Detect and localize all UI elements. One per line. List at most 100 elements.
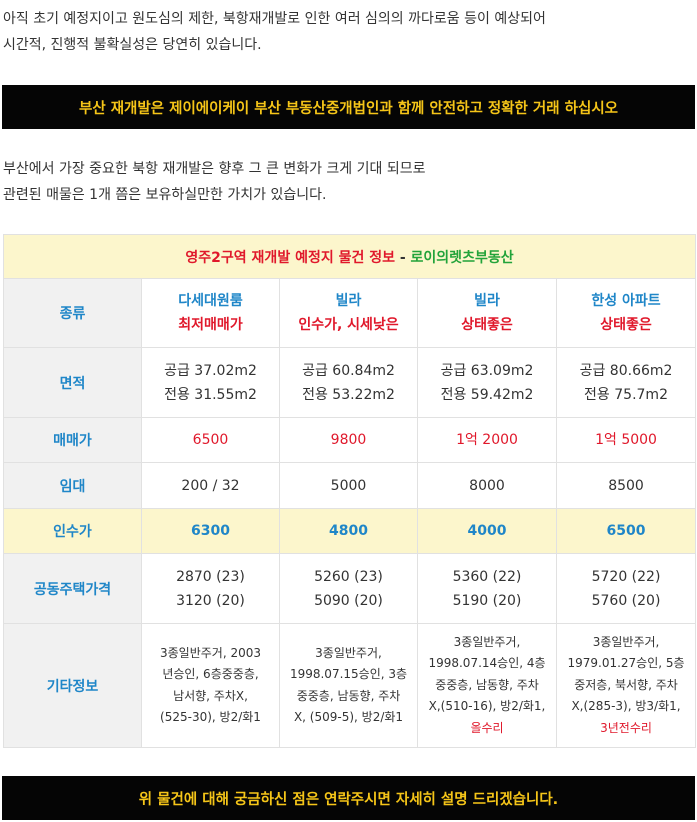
exclusive-area: 전용 59.42m2 [440, 386, 534, 403]
etc-remodel-note: 3년전수리 [600, 720, 652, 735]
area-cell: 공급 80.66m2 전용 75.7m2 [555, 347, 697, 418]
table-title: 영주2구역 재개발 예정지 물건 정보 - 로이의렛츠부동산 [2, 234, 697, 279]
public-price-value: 5360 (22) [452, 568, 522, 585]
acquisition-cell: 4000 [417, 508, 557, 554]
lease-cell: 200 / 32 [141, 462, 280, 509]
type-name: 빌라 [335, 293, 362, 309]
bottom-banner-text: 위 물건에 대해 궁금하신 점은 연락주시면 자세히 설명 드리겠습니다. [138, 791, 559, 808]
etc-line: 3종일반주거, [592, 634, 660, 649]
public-price-cell: 5360 (22) 5190 (20) [417, 553, 557, 624]
info-line: 부산에서 가장 중요한 북항 재개발은 향후 그 큰 변화가 크게 기대 되므로 [3, 161, 426, 177]
table-row-lease: 임대 200 / 32 5000 8000 8500 [3, 462, 697, 509]
lease-cell: 8500 [555, 462, 697, 509]
etc-line: 중중층, 남동향, 주차 [296, 688, 401, 703]
table-row-price: 매매가 6500 9800 1억 2000 1억 5000 [3, 417, 697, 463]
etc-line: 1998.07.14승인, 4층 [428, 656, 546, 671]
type-note: 인수가, 시세낮은 [298, 317, 399, 333]
public-price-value: 2870 (23) [176, 568, 245, 585]
row-label-area: 면적 [3, 347, 142, 418]
etc-line: X,(510-16), 방2/화1, [428, 699, 546, 714]
etc-line: 중저층, 북서향, 주차 [574, 677, 678, 692]
row-label-acquisition: 인수가 [3, 508, 142, 554]
table-row-acquisition: 인수가 6300 4800 4000 6500 [3, 508, 697, 554]
area-cell: 공급 37.02m2 전용 31.55m2 [141, 347, 280, 418]
price-cell: 9800 [279, 417, 418, 463]
etc-line: 년승인, 6층중중층, [162, 667, 259, 681]
etc-cell: 3종일반주거, 1998.07.14승인, 4층 중중층, 남동향, 주차 X,… [417, 623, 557, 748]
public-price-value: 5720 (22) [591, 568, 661, 585]
row-label-etc: 기타정보 [3, 623, 142, 748]
intro-line: 시간적, 진행적 불확실성은 당연히 있습니다. [3, 37, 262, 53]
row-label-type: 종류 [3, 278, 142, 348]
etc-line: 3종일반주거, [453, 634, 521, 649]
table-row-public-price: 공동주택가격 2870 (23) 3120 (20) 5260 (23) 5090 … [3, 553, 697, 624]
type-name: 빌라 [474, 293, 500, 309]
public-price-cell: 2870 (23) 3120 (20) [141, 553, 280, 624]
table-row-etc: 기타정보 3종일반주거, 2003 년승인, 6층중중층, 남서향, 주차X, … [3, 623, 697, 748]
etc-line: X,(285-3), 방3/화1, [571, 699, 681, 714]
supply-area: 공급 80.66m2 [579, 362, 673, 379]
public-price-cell: 5260 (23) 5090 (20) [279, 553, 418, 624]
etc-line: 남서향, 주차X, [173, 688, 248, 703]
exclusive-area: 전용 75.7m2 [584, 386, 668, 403]
price-cell: 1억 5000 [555, 417, 697, 463]
area-cell: 공급 63.09m2 전용 59.42m2 [417, 347, 557, 418]
area-cell: 공급 60.84m2 전용 53.22m2 [279, 347, 418, 418]
table-title-agency: 로이의렛츠부동산 [410, 249, 514, 266]
etc-line: 중중층, 남동향, 주차 [435, 677, 539, 692]
etc-cell: 3종일반주거, 1979.01.27승인, 5층 중저층, 북서향, 주차 X,… [555, 623, 697, 748]
type-note: 상태좋은 [600, 317, 652, 333]
public-price-value: 5260 (23) [314, 568, 383, 585]
row-label-public-price: 공동주택가격 [3, 553, 142, 624]
type-name: 다세대원룸 [178, 293, 243, 309]
exclusive-area: 전용 53.22m2 [302, 386, 395, 403]
row-label-lease: 임대 [3, 462, 142, 509]
etc-line: (525-30), 방2/화1 [160, 710, 261, 724]
public-price-value: 5190 (20) [452, 592, 522, 609]
price-cell: 6500 [141, 417, 280, 463]
lease-cell: 5000 [279, 462, 418, 509]
type-name: 한성 아파트 [591, 293, 661, 309]
supply-area: 공급 60.84m2 [302, 362, 395, 379]
info-line: 관련된 매물은 1개 쯤은 보유하실만한 가치가 있습니다. [3, 187, 327, 203]
etc-cell: 3종일반주거, 2003 년승인, 6층중중층, 남서향, 주차X, (525-… [141, 623, 280, 748]
table-row-area: 면적 공급 37.02m2 전용 31.55m2 공급 60.84m2 전용 53.… [3, 347, 697, 418]
public-price-cell: 5720 (22) 5760 (20) [555, 553, 697, 624]
acquisition-cell: 4800 [279, 508, 418, 554]
info-text: 부산에서 가장 중요한 북항 재개발은 향후 그 큰 변화가 크게 기대 되므로… [3, 156, 425, 208]
exclusive-area: 전용 31.55m2 [164, 386, 257, 403]
table-title-separator: - [394, 249, 411, 266]
intro-text: 아직 초기 예정지이고 원도심의 제한, 북항재개발로 인한 여러 심의의 까다… [3, 6, 546, 58]
etc-line: 3종일반주거, 2003 [159, 645, 261, 660]
public-price-value: 5760 (20) [591, 592, 661, 609]
etc-remodel-note: 올수리 [470, 720, 504, 735]
intro-line: 아직 초기 예정지이고 원도심의 제한, 북항재개발로 인한 여러 심의의 까다… [3, 11, 546, 27]
acquisition-cell: 6300 [141, 508, 280, 554]
top-banner: 부산 재개발은 제이에이케이 부산 부동산중개법인과 함께 안전하고 정확한 거… [2, 85, 695, 129]
acquisition-cell: 6500 [555, 508, 697, 554]
lease-cell: 8000 [417, 462, 557, 509]
table-title-row: 영주2구역 재개발 예정지 물건 정보 - 로이의렛츠부동산 [2, 234, 697, 279]
supply-area: 공급 37.02m2 [164, 362, 257, 379]
row-label-price: 매매가 [3, 417, 142, 463]
etc-cell: 3종일반주거, 1998.07.15승인, 3층 중중층, 남동향, 주차 X,… [279, 623, 418, 748]
type-note: 상태좋은 [461, 317, 513, 333]
etc-line: X, (509-5), 방2/화1 [293, 710, 404, 724]
etc-line: 3종일반주거, [315, 645, 382, 660]
top-banner-text: 부산 재개발은 제이에이케이 부산 부동산중개법인과 함께 안전하고 정확한 거… [78, 100, 618, 117]
public-price-value: 5090 (20) [314, 592, 383, 609]
price-cell: 1억 2000 [417, 417, 557, 463]
supply-area: 공급 63.09m2 [440, 362, 534, 379]
table-title-main: 영주2구역 재개발 예정지 물건 정보 [185, 249, 395, 266]
etc-line: 1998.07.15승인, 3층 [289, 667, 408, 681]
bottom-banner: 위 물건에 대해 궁금하신 점은 연락주시면 자세히 설명 드리겠습니다. [2, 776, 695, 820]
public-price-value: 3120 (20) [176, 592, 245, 609]
type-note: 최저매매가 [178, 317, 243, 333]
etc-line: 1979.01.27승인, 5층 [567, 656, 685, 671]
